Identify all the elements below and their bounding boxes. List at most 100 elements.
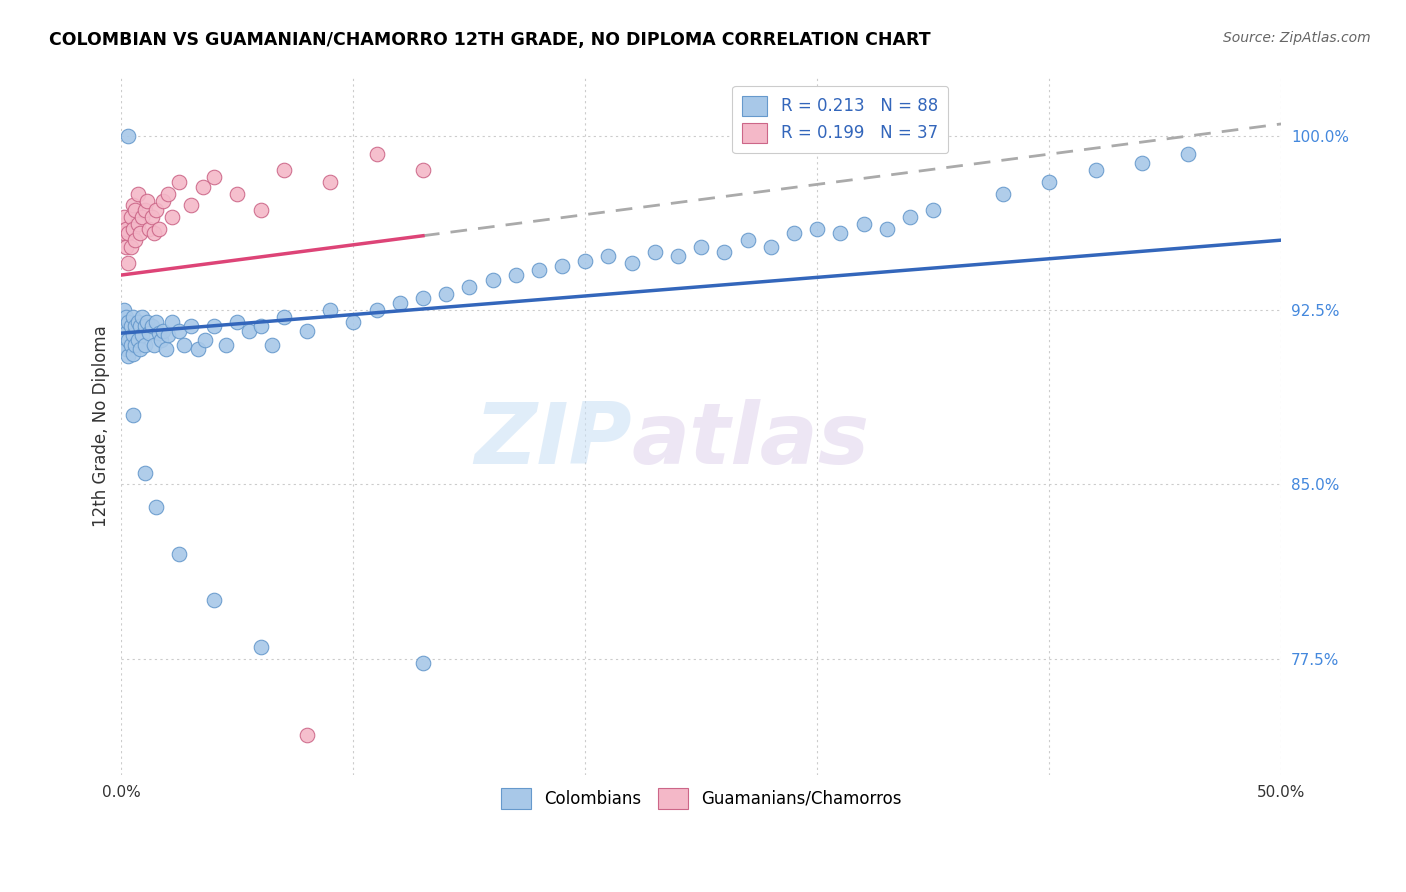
Point — [145, 500, 167, 515]
Point — [156, 328, 179, 343]
Point — [1130, 156, 1153, 170]
Point — [141, 210, 163, 224]
Point — [120, 319, 142, 334]
Point — [458, 279, 481, 293]
Text: atlas: atlas — [631, 399, 870, 482]
Point — [117, 128, 139, 143]
Point — [152, 324, 174, 338]
Point — [898, 210, 921, 224]
Point — [295, 728, 318, 742]
Point — [215, 338, 238, 352]
Point — [112, 319, 135, 334]
Point — [155, 343, 177, 357]
Point — [598, 249, 620, 263]
Point — [138, 326, 160, 340]
Point — [117, 314, 139, 328]
Point — [644, 244, 666, 259]
Point — [238, 324, 260, 338]
Text: Source: ZipAtlas.com: Source: ZipAtlas.com — [1223, 31, 1371, 45]
Point — [249, 202, 271, 217]
Point — [173, 338, 195, 352]
Point — [142, 226, 165, 240]
Point — [876, 221, 898, 235]
Point — [194, 333, 217, 347]
Point — [412, 291, 434, 305]
Point — [295, 324, 318, 338]
Point — [124, 202, 146, 217]
Point — [115, 240, 138, 254]
Point — [149, 333, 172, 347]
Point — [366, 302, 388, 317]
Point — [148, 326, 170, 340]
Point — [115, 310, 138, 324]
Point — [124, 233, 146, 247]
Point — [162, 210, 184, 224]
Point — [806, 221, 828, 235]
Point — [1084, 163, 1107, 178]
Point — [249, 640, 271, 654]
Point — [129, 226, 152, 240]
Point — [141, 319, 163, 334]
Point — [187, 343, 209, 357]
Point — [120, 240, 142, 254]
Point — [852, 217, 875, 231]
Point — [117, 333, 139, 347]
Point — [115, 343, 138, 357]
Point — [117, 350, 139, 364]
Point — [120, 338, 142, 352]
Text: COLOMBIAN VS GUAMANIAN/CHAMORRO 12TH GRADE, NO DIPLOMA CORRELATION CHART: COLOMBIAN VS GUAMANIAN/CHAMORRO 12TH GRA… — [49, 31, 931, 49]
Point — [388, 296, 411, 310]
Point — [273, 310, 295, 324]
Point — [131, 328, 153, 343]
Point — [124, 338, 146, 352]
Point — [148, 221, 170, 235]
Point — [122, 198, 145, 212]
Point — [366, 147, 388, 161]
Point — [830, 226, 852, 240]
Point — [737, 233, 759, 247]
Point — [145, 202, 167, 217]
Point — [112, 338, 135, 352]
Point — [131, 210, 153, 224]
Point — [319, 175, 342, 189]
Point — [138, 221, 160, 235]
Point — [226, 186, 249, 201]
Point — [922, 202, 945, 217]
Point — [249, 319, 271, 334]
Point — [115, 326, 138, 340]
Point — [136, 314, 159, 328]
Point — [169, 175, 191, 189]
Point — [156, 186, 179, 201]
Point — [1177, 147, 1199, 161]
Legend: Colombians, Guamanians/Chamorros: Colombians, Guamanians/Chamorros — [494, 781, 908, 815]
Point — [620, 256, 643, 270]
Point — [127, 333, 149, 347]
Point — [117, 226, 139, 240]
Point — [112, 210, 135, 224]
Point — [169, 324, 191, 338]
Point — [122, 310, 145, 324]
Point — [202, 593, 225, 607]
Point — [169, 547, 191, 561]
Point — [122, 408, 145, 422]
Point — [124, 319, 146, 334]
Point — [136, 194, 159, 208]
Point — [551, 259, 574, 273]
Point — [180, 198, 202, 212]
Point — [412, 657, 434, 671]
Point — [713, 244, 735, 259]
Point — [120, 210, 142, 224]
Point — [122, 221, 145, 235]
Point — [152, 194, 174, 208]
Point — [129, 319, 152, 334]
Point — [115, 221, 138, 235]
Point — [481, 273, 503, 287]
Point — [134, 338, 156, 352]
Point — [666, 249, 689, 263]
Point — [122, 328, 145, 343]
Point — [226, 314, 249, 328]
Point — [131, 310, 153, 324]
Point — [505, 268, 527, 282]
Point — [434, 286, 457, 301]
Point — [319, 302, 342, 317]
